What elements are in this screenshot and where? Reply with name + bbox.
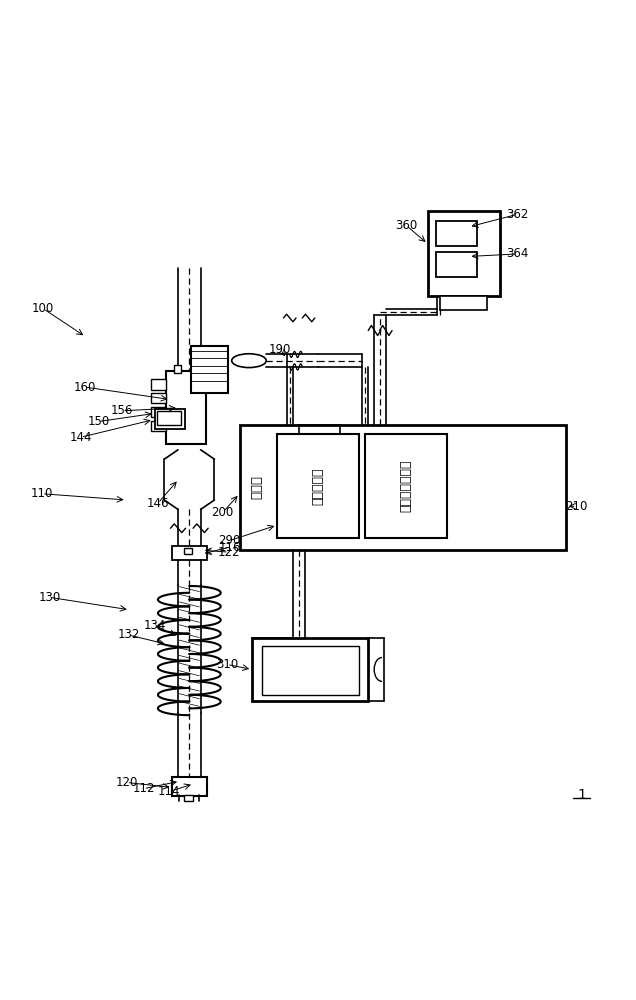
- Text: 156: 156: [111, 404, 134, 417]
- Text: 122: 122: [218, 546, 240, 559]
- Bar: [240, 425, 566, 550]
- Bar: [172, 777, 207, 796]
- Text: 160: 160: [73, 381, 95, 394]
- Bar: [436, 221, 477, 246]
- Text: 116: 116: [219, 541, 242, 554]
- Text: 210: 210: [565, 500, 588, 513]
- Text: 控制器: 控制器: [251, 475, 263, 499]
- Text: 360: 360: [395, 219, 417, 232]
- Bar: [428, 211, 500, 296]
- Bar: [155, 409, 185, 429]
- Bar: [184, 795, 193, 801]
- Bar: [191, 346, 228, 393]
- Bar: [252, 638, 368, 701]
- Text: 362: 362: [506, 208, 528, 221]
- Bar: [151, 421, 166, 431]
- Text: 1: 1: [577, 788, 586, 802]
- Text: 112: 112: [132, 782, 155, 795]
- Ellipse shape: [232, 354, 266, 368]
- Text: 100: 100: [32, 302, 54, 315]
- Bar: [172, 546, 207, 560]
- Bar: [174, 365, 181, 373]
- Text: 120: 120: [115, 776, 138, 789]
- Text: 132: 132: [117, 628, 140, 641]
- Text: 150: 150: [87, 415, 109, 428]
- Text: 134: 134: [144, 619, 166, 632]
- Text: 290: 290: [218, 534, 240, 547]
- Text: 130: 130: [38, 591, 60, 604]
- Bar: [365, 434, 446, 538]
- Bar: [151, 393, 166, 403]
- Text: 110: 110: [31, 487, 53, 500]
- Bar: [261, 646, 359, 695]
- Bar: [151, 379, 166, 390]
- Bar: [166, 371, 205, 444]
- Bar: [440, 296, 487, 310]
- Text: 动力单元控制部: 动力单元控制部: [399, 460, 412, 512]
- Text: 146: 146: [147, 497, 169, 510]
- Bar: [184, 548, 192, 554]
- Bar: [151, 407, 166, 417]
- Bar: [156, 411, 181, 425]
- Bar: [277, 434, 359, 538]
- Text: 200: 200: [211, 506, 233, 519]
- Text: 图像处理部: 图像处理部: [312, 467, 324, 505]
- Bar: [436, 252, 477, 277]
- Text: 190: 190: [269, 343, 291, 356]
- Text: 144: 144: [69, 431, 92, 444]
- Text: 364: 364: [506, 247, 528, 260]
- Text: 310: 310: [216, 658, 238, 671]
- Text: 114: 114: [157, 785, 180, 798]
